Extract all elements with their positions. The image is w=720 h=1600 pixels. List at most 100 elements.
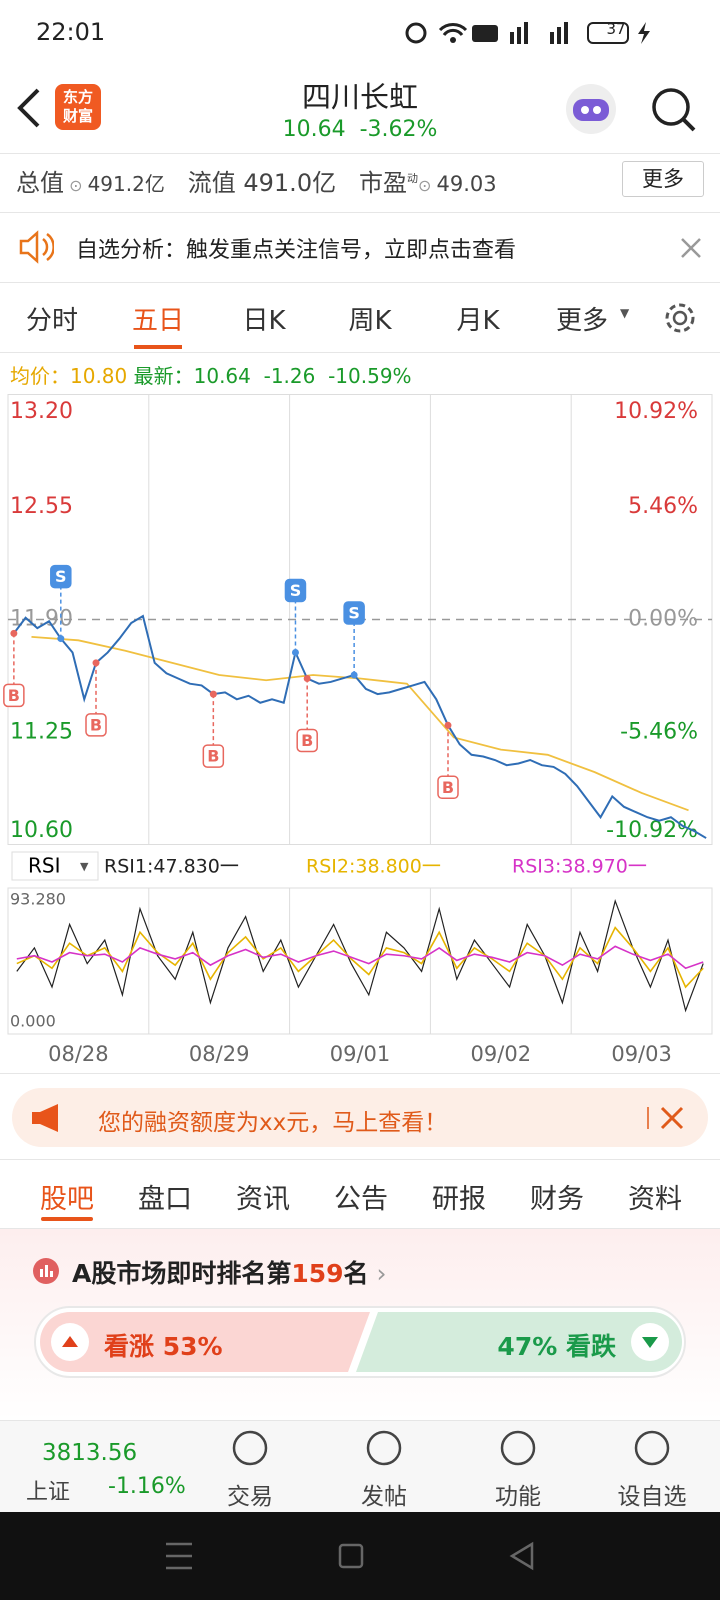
rank-prefix: A股市场即时排名第 xyxy=(72,1259,292,1288)
stock-price: 10.64 xyxy=(282,117,346,142)
trade-badge xyxy=(284,578,307,603)
trade-point xyxy=(444,721,452,729)
rank-text[interactable]: A股市场即时排名第159名 › xyxy=(72,1259,387,1288)
promo-banner[interactable] xyxy=(12,1088,708,1147)
vote-down-value: 47% xyxy=(497,1332,558,1361)
period-tab[interactable]: 月K xyxy=(456,306,500,336)
trade-point xyxy=(350,671,358,679)
index-value[interactable]: 3813.56 xyxy=(42,1440,138,1466)
index-change: -1.16% xyxy=(108,1474,186,1499)
logo-line: 东方 xyxy=(62,88,93,106)
trade-label: B xyxy=(8,686,20,705)
y2-tick-label: 5.46% xyxy=(628,494,698,519)
vote-down[interactable]: 47% 看跌 xyxy=(380,1327,616,1363)
nav-label[interactable]: 交易 xyxy=(227,1484,273,1510)
stock-quote: 10.64 -3.62% xyxy=(0,117,720,142)
banner-text[interactable]: 您的融资额度为xx元，马上查看！ xyxy=(98,1110,448,1136)
tab-underline xyxy=(41,1217,93,1221)
nav-label[interactable]: 功能 xyxy=(495,1484,541,1510)
vote-bar xyxy=(40,1312,682,1372)
trade-badge xyxy=(3,683,25,708)
nav-icon[interactable] xyxy=(364,1428,404,1468)
info-row: 均价：10.80 最新：10.64 -1.26 -10.59% xyxy=(10,360,412,389)
more-button[interactable]: 更多 xyxy=(622,161,704,197)
stat-label: 流值 xyxy=(187,169,236,197)
y-tick-label: 12.55 xyxy=(10,494,73,519)
vote-down-label: 看跌 xyxy=(565,1332,616,1361)
dropdown-caret: ▼ xyxy=(620,306,630,320)
stats-row: 总值 ⊙ 491.2亿 流值 491.0亿 市盈动⊙ 49.03 xyxy=(16,169,497,197)
vote-up-area[interactable] xyxy=(40,1312,370,1372)
nav-icon[interactable] xyxy=(632,1428,672,1468)
y-tick-label: 10.60 xyxy=(10,818,73,843)
search-button[interactable] xyxy=(650,86,698,134)
nav-icon[interactable] xyxy=(230,1428,270,1468)
trade-label: S xyxy=(348,604,360,623)
close-banner[interactable] xyxy=(646,1103,686,1133)
content-tab[interactable]: 财务 xyxy=(530,1184,584,1215)
y2-tick-label: -10.92% xyxy=(606,818,698,843)
period-tab[interactable]: 日K xyxy=(242,306,286,336)
megaphone-icon xyxy=(32,1104,58,1132)
period-tab[interactable]: 更多 xyxy=(555,306,608,336)
divider xyxy=(0,352,720,353)
vote-up[interactable]: 看涨 53% xyxy=(104,1327,223,1363)
x-tick-label: 08/28 xyxy=(48,1042,109,1066)
vote-up-label: 看涨 xyxy=(104,1332,155,1361)
index-name: 上证 xyxy=(26,1480,71,1505)
vote-up-value: 53% xyxy=(162,1332,223,1361)
status-time: 22:01 xyxy=(36,18,106,46)
period-tab[interactable]: 分时 xyxy=(25,306,78,336)
nav-label[interactable]: 设自选 xyxy=(617,1484,687,1510)
notice-text[interactable]: 自选分析：触发重点关注信号，立即点击查看 xyxy=(76,238,517,263)
trade-point xyxy=(303,674,311,682)
robot-avatar[interactable] xyxy=(564,82,618,136)
speaker-icon xyxy=(19,230,54,264)
stock-change: -3.62% xyxy=(359,117,438,142)
price-chart: 13.20 12.55 11.90 11.25 10.60 10.92% 5.46% 0.00… xyxy=(3,394,713,845)
back-button[interactable] xyxy=(14,86,44,130)
settings-button[interactable] xyxy=(662,300,698,336)
status-icons xyxy=(405,22,650,44)
trade-label: S xyxy=(290,581,302,600)
trade-badge xyxy=(343,601,365,625)
trade-label: B xyxy=(90,715,102,734)
content-tab[interactable]: 公告 xyxy=(334,1184,388,1215)
latest-value: 10.64 xyxy=(193,364,251,388)
content-tab[interactable]: 股吧 xyxy=(40,1184,94,1215)
trade-badge xyxy=(50,564,72,589)
content-tab[interactable]: 资料 xyxy=(628,1184,682,1215)
nav-label[interactable]: 发帖 xyxy=(361,1484,407,1510)
system-nav-icons xyxy=(166,1541,534,1571)
vote-down-area[interactable] xyxy=(356,1312,682,1372)
x-tick-label: 09/02 xyxy=(471,1042,532,1066)
icon-shape xyxy=(232,1430,268,1466)
icon-shape xyxy=(500,1430,536,1466)
rsi-chart: RSI ▼ RSI1:47.830一 RSI2:38.800一 RSI3:38.970一… xyxy=(7,851,713,1066)
content-tab[interactable]: 资讯 xyxy=(236,1184,290,1215)
close-notice[interactable] xyxy=(680,237,702,259)
trade-badge xyxy=(437,775,459,800)
logo-line: 财富 xyxy=(62,107,93,125)
nav-icon[interactable] xyxy=(498,1428,538,1468)
period-tab[interactable]: 五日 xyxy=(131,306,184,336)
trade-point xyxy=(209,690,217,698)
legend-entry: RSI3:38.970一 xyxy=(512,856,647,878)
trade-label: B xyxy=(442,778,454,797)
x-tick-label: 08/29 xyxy=(189,1042,250,1066)
y2-tick-label: 10.92% xyxy=(614,399,698,424)
trade-point xyxy=(10,629,18,637)
content-tab[interactable]: 研报 xyxy=(432,1184,486,1215)
rank-icon xyxy=(33,1258,59,1284)
price-line xyxy=(13,614,707,839)
app-logo: 东方 财富 xyxy=(55,84,101,130)
y-tick-label: 11.90 xyxy=(10,607,73,632)
period-tab[interactable]: 周K xyxy=(348,306,392,336)
trade-badge xyxy=(296,728,318,753)
divider xyxy=(0,153,720,154)
system-nav xyxy=(0,1512,720,1600)
price-line xyxy=(31,635,689,812)
content-tab[interactable]: 盘口 xyxy=(138,1184,192,1215)
icon-shape xyxy=(634,1430,670,1466)
rank-suffix: 名 xyxy=(343,1259,369,1288)
